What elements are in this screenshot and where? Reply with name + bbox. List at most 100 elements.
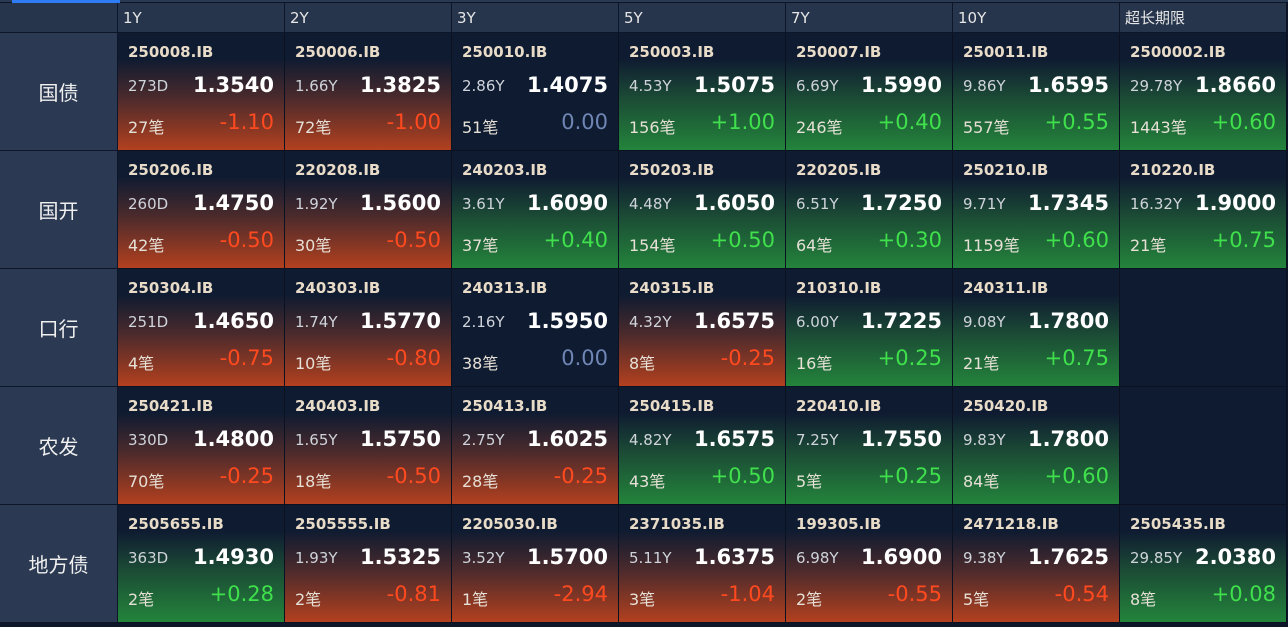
yield-value: 1.3825 [359,73,441,97]
row-label[interactable]: 国开 [0,151,118,269]
remaining-tenor: 16.32Y [1130,195,1183,213]
bond-quote-cell[interactable]: 2505555.IB 1.93Y 1.5325 2笔 -0.81 [285,505,452,623]
yield-value: 1.4650 [192,309,274,333]
remaining-tenor: 1.92Y [295,195,338,213]
column-header-2[interactable]: 3Y [452,3,619,33]
yield-value: 1.4800 [192,427,274,451]
bond-quote-cell[interactable]: 240203.IB 3.61Y 1.6090 37笔 +0.40 [452,151,619,269]
bond-quote-cell[interactable]: 2371035.IB 5.11Y 1.6375 3笔 -1.04 [619,505,786,623]
bond-quote-cell[interactable]: 199305.IB 6.98Y 1.6900 2笔 -0.55 [786,505,953,623]
bond-quote-cell[interactable]: 250421.IB 330D 1.4800 70笔 -0.25 [118,387,285,505]
yield-change: +0.60 [1044,228,1109,252]
bond-quote-cell[interactable]: 250011.IB 9.86Y 1.6595 557笔 +0.55 [953,33,1120,151]
remaining-tenor: 7.25Y [796,431,839,449]
bond-code: 2500002.IB [1130,43,1226,61]
bond-quote-cell[interactable]: 220205.IB 6.51Y 1.7250 64笔 +0.30 [786,151,953,269]
yield-change: -0.80 [386,346,441,370]
row-label[interactable]: 口行 [0,269,118,387]
remaining-tenor: 4.32Y [629,313,672,331]
top-strip [0,0,1288,2]
row-label[interactable]: 地方债 [0,505,118,623]
bond-code: 240403.IB [295,397,381,415]
bond-quote-cell[interactable]: 250420.IB 9.83Y 1.7800 84笔 +0.60 [953,387,1120,505]
bond-quote-cell[interactable]: 250003.IB 4.53Y 1.5075 156笔 +1.00 [619,33,786,151]
bond-code: 250206.IB [128,161,214,179]
trade-count: 18笔 [295,472,332,491]
bond-quote-cell[interactable]: 250006.IB 1.66Y 1.3825 72笔 -1.00 [285,33,452,151]
trade-count: 8笔 [629,354,656,373]
yield-value: 1.5990 [860,73,942,97]
column-header-4[interactable]: 7Y [786,3,953,33]
remaining-tenor: 1.65Y [295,431,338,449]
bond-quote-cell[interactable]: 220208.IB 1.92Y 1.5600 30笔 -0.50 [285,151,452,269]
bond-code: 210220.IB [1130,161,1216,179]
bond-quote-cell[interactable]: 2505655.IB 363D 1.4930 2笔 +0.28 [118,505,285,623]
yield-change: -0.75 [219,346,274,370]
trade-count: 21笔 [963,354,1000,373]
row-label[interactable]: 农发 [0,387,118,505]
bond-quote-cell[interactable]: 220410.IB 7.25Y 1.7550 5笔 +0.25 [786,387,953,505]
column-header-6[interactable]: 超长期限 [1120,3,1287,33]
yield-value: 1.6375 [693,545,775,569]
yield-value: 1.5700 [526,545,608,569]
bond-quote-cell[interactable]: 240403.IB 1.65Y 1.5750 18笔 -0.50 [285,387,452,505]
bond-quote-cell[interactable]: 2505435.IB 29.85Y 2.0380 8笔 +0.08 [1120,505,1287,623]
bond-code: 220410.IB [796,397,882,415]
trade-count: 43笔 [629,472,666,491]
trade-count: 3笔 [629,590,656,609]
remaining-tenor: 273D [128,77,169,95]
bond-quote-cell[interactable]: 2205030.IB 3.52Y 1.5700 1笔 -2.94 [452,505,619,623]
bond-quote-cell[interactable]: 250304.IB 251D 1.4650 4笔 -0.75 [118,269,285,387]
bond-quote-cell[interactable]: 250415.IB 4.82Y 1.6575 43笔 +0.50 [619,387,786,505]
trade-count: 84笔 [963,472,1000,491]
bond-quote-cell[interactable]: 250210.IB 9.71Y 1.7345 1159笔 +0.60 [953,151,1120,269]
trade-count: 72笔 [295,118,332,137]
remaining-tenor: 9.38Y [963,549,1006,567]
trade-count: 154笔 [629,236,676,255]
trade-count: 42笔 [128,236,165,255]
row-label[interactable]: 国债 [0,33,118,151]
bond-code: 240315.IB [629,279,715,297]
yield-change: -1.10 [219,110,274,134]
yield-change: +0.25 [877,346,942,370]
bond-quote-cell[interactable]: 2500002.IB 29.78Y 1.8660 1443笔 +0.60 [1120,33,1287,151]
column-header-3[interactable]: 5Y [619,3,786,33]
yield-value: 1.6575 [693,309,775,333]
column-header-5[interactable]: 10Y [953,3,1120,33]
yield-value: 1.3540 [192,73,274,97]
bond-quote-cell[interactable]: 2471218.IB 9.38Y 1.7625 5笔 -0.54 [953,505,1120,623]
bond-code: 2505435.IB [1130,515,1226,533]
bond-code: 2505555.IB [295,515,391,533]
bond-code: 250304.IB [128,279,214,297]
bond-quote-cell[interactable]: 240303.IB 1.74Y 1.5770 10笔 -0.80 [285,269,452,387]
yield-change: +0.50 [710,464,775,488]
bond-quote-cell[interactable]: 250206.IB 260D 1.4750 42笔 -0.50 [118,151,285,269]
bond-quote-cell[interactable]: 250413.IB 2.75Y 1.6025 28笔 -0.25 [452,387,619,505]
bond-code: 250006.IB [295,43,381,61]
yield-value: 1.7250 [860,191,942,215]
yield-value: 1.6575 [693,427,775,451]
header-corner [0,3,118,33]
bond-quote-cell[interactable]: 240315.IB 4.32Y 1.6575 8笔 -0.25 [619,269,786,387]
remaining-tenor: 5.11Y [629,549,672,567]
yield-value: 2.0380 [1194,545,1276,569]
yield-value: 1.7800 [1027,309,1109,333]
bond-quote-cell[interactable]: 250007.IB 6.69Y 1.5990 246笔 +0.40 [786,33,953,151]
remaining-tenor: 4.48Y [629,195,672,213]
yield-change: 0.00 [561,110,608,134]
bond-quote-cell[interactable]: 250008.IB 273D 1.3540 27笔 -1.10 [118,33,285,151]
trade-count: 1笔 [462,590,489,609]
column-header-1[interactable]: 2Y [285,3,452,33]
bond-quote-cell[interactable]: 250203.IB 4.48Y 1.6050 154笔 +0.50 [619,151,786,269]
bond-quote-cell[interactable]: 240313.IB 2.16Y 1.5950 38笔 0.00 [452,269,619,387]
bond-quote-cell[interactable]: 240311.IB 9.08Y 1.7800 21笔 +0.75 [953,269,1120,387]
bond-quote-cell[interactable]: 210310.IB 6.00Y 1.7225 16笔 +0.25 [786,269,953,387]
trade-count: 28笔 [462,472,499,491]
bond-code: 2471218.IB [963,515,1059,533]
remaining-tenor: 330D [128,431,169,449]
bond-code: 250011.IB [963,43,1049,61]
bond-quote-cell[interactable]: 210220.IB 16.32Y 1.9000 21笔 +0.75 [1120,151,1287,269]
column-header-0[interactable]: 1Y [118,3,285,33]
bond-quote-cell[interactable]: 250010.IB 2.86Y 1.4075 51笔 0.00 [452,33,619,151]
